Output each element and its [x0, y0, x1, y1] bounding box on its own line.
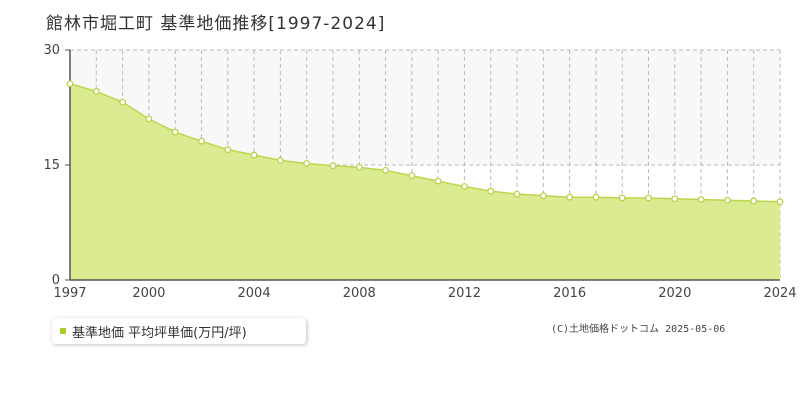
data-point [355, 163, 363, 171]
x-tick-label: 1997 [53, 286, 86, 301]
data-point [171, 128, 179, 136]
data-markers [66, 80, 784, 206]
data-point [724, 196, 731, 204]
data-point [66, 80, 74, 88]
data-point [487, 187, 495, 195]
data-point [408, 172, 416, 180]
data-point [224, 146, 232, 154]
data-point [697, 196, 705, 203]
y-tick-label: 30 [43, 43, 60, 58]
x-tick-label: 2012 [448, 286, 481, 301]
x-tick-label: 2016 [553, 286, 586, 301]
x-tick-label: 2000 [132, 286, 165, 301]
data-point [145, 115, 153, 123]
data-point [776, 198, 784, 206]
data-point [276, 156, 284, 164]
copyright-credit: (C)土地価格ドットコム 2025-05-06 [551, 324, 726, 335]
data-point [382, 166, 389, 174]
data-point [119, 98, 126, 106]
data-point [566, 193, 574, 201]
data-point [539, 192, 547, 200]
data-point [250, 151, 258, 159]
data-point [303, 160, 311, 167]
legend-swatch [60, 328, 66, 334]
data-point [198, 137, 205, 145]
x-tick-label: 2020 [658, 286, 691, 301]
data-point [750, 197, 758, 205]
area-fill [70, 83, 780, 280]
axes [65, 49, 780, 281]
data-point [671, 195, 679, 203]
chart-title: 館林市堀工町 基準地価推移[1997-2024] [46, 14, 386, 34]
data-point [329, 162, 337, 170]
x-tick-label: 2024 [763, 286, 796, 301]
data-point [513, 190, 521, 198]
series-line [69, 83, 781, 203]
data-point [461, 183, 468, 190]
x-tick-label: 2004 [238, 286, 271, 301]
data-point [618, 194, 626, 202]
y-tick-label: 15 [43, 158, 60, 173]
legend: 基準地価 平均坪単価(万円/坪) [52, 318, 306, 344]
data-point [645, 194, 652, 202]
x-tick-labels: 1997 2000 2004 2008 2012 2016 2020 2024 [53, 286, 796, 301]
y-tick-labels: 0 15 30 [43, 43, 60, 288]
data-point [434, 177, 442, 185]
legend-label: 基準地価 平均坪単価(万円/坪) [72, 325, 247, 341]
data-point [592, 193, 600, 201]
x-tick-label: 2008 [343, 286, 376, 301]
y-tick-label: 0 [52, 273, 60, 288]
area-series [69, 83, 781, 280]
data-point [92, 87, 100, 95]
